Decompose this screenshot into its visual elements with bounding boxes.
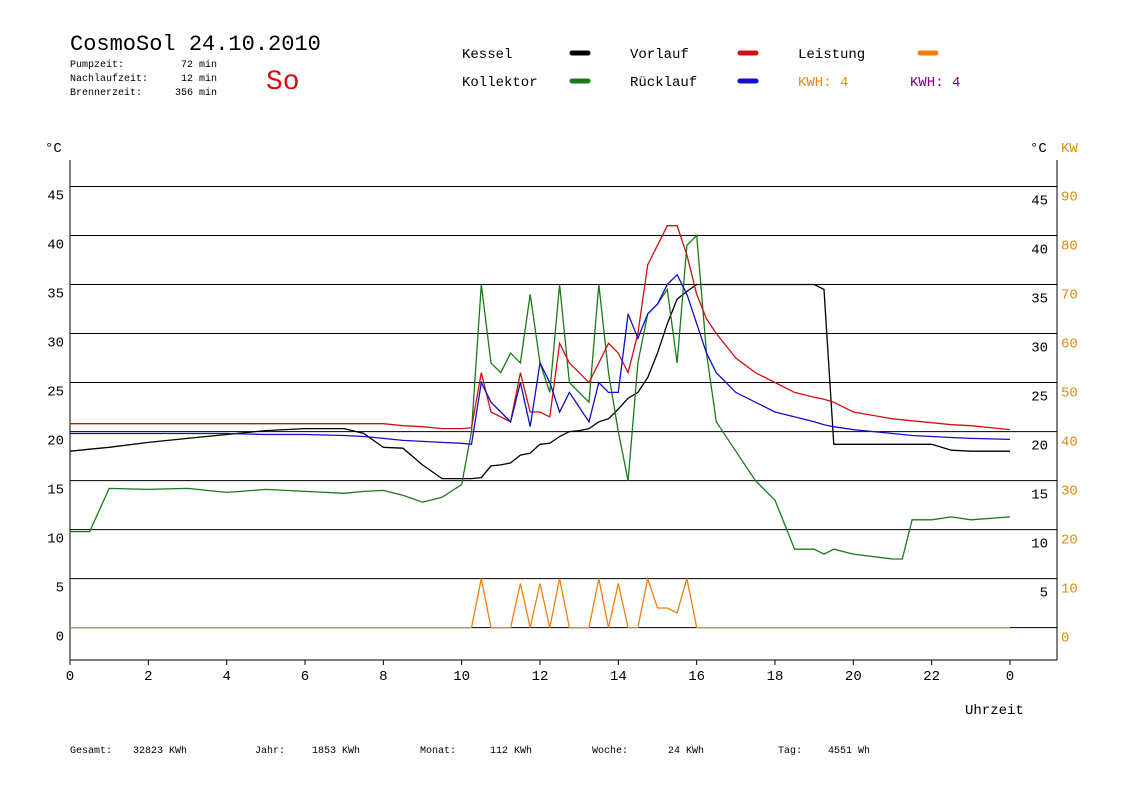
y-tick-label: 25 xyxy=(47,385,64,401)
y2-tick-label: 40 xyxy=(1061,435,1078,451)
series-line xyxy=(70,576,1010,629)
info-value: 356 min xyxy=(175,87,217,99)
series-line xyxy=(70,273,1011,446)
y-tick-label-right: 15 xyxy=(1031,488,1048,504)
y-axis-label-right: °C xyxy=(1030,141,1047,157)
y-tick-label: 0 xyxy=(56,630,64,646)
footer-value: 4551 Wh xyxy=(828,745,870,757)
legend-label: Rücklauf xyxy=(630,75,697,91)
x-tick-label: 2 xyxy=(144,669,152,685)
x-tick-label: 16 xyxy=(688,669,705,685)
info-label: Brennerzeit: xyxy=(70,87,142,99)
y2-axis-label: KW xyxy=(1061,141,1078,157)
y2-tick-label: 10 xyxy=(1061,582,1078,598)
y-tick-label: 30 xyxy=(47,336,64,352)
y-tick-label: 10 xyxy=(47,532,64,548)
y-tick-label-right: 45 xyxy=(1031,193,1048,209)
x-tick-label: 0 xyxy=(1006,669,1014,685)
legend-label: Vorlauf xyxy=(630,47,689,63)
x-tick-label: 22 xyxy=(923,669,940,685)
x-tick-label: 0 xyxy=(66,669,74,685)
x-tick-label: 4 xyxy=(222,669,230,685)
series-line xyxy=(69,283,1010,480)
x-tick-label: 10 xyxy=(453,669,470,685)
y-tick-label: 15 xyxy=(47,483,64,499)
footer-value: 32823 KWh xyxy=(133,745,187,757)
footer-value: 1853 KWh xyxy=(312,745,360,757)
y-tick-label-right: 20 xyxy=(1031,439,1048,455)
x-tick-label: 8 xyxy=(379,669,387,685)
x-tick-label: 6 xyxy=(301,669,309,685)
y-tick-label: 45 xyxy=(47,188,64,204)
info-label: Pumpzeit: xyxy=(70,59,124,71)
y-tick-label-right: 35 xyxy=(1031,292,1048,308)
footer-label: Gesamt: xyxy=(70,746,112,757)
y-tick-label-right: 5 xyxy=(1040,586,1048,602)
x-tick-label: 18 xyxy=(767,669,784,685)
y-tick-label-right: 40 xyxy=(1031,242,1048,258)
legend-label: Leistung xyxy=(798,47,865,63)
day-label: So xyxy=(266,67,300,98)
y-tick-label-right: 30 xyxy=(1031,341,1048,357)
y-axis-label: °C xyxy=(45,141,62,157)
x-tick-label: 20 xyxy=(845,669,862,685)
y-tick-label: 20 xyxy=(47,434,64,450)
y-tick-label: 40 xyxy=(47,237,64,253)
y2-tick-label: 0 xyxy=(1061,631,1069,647)
y2-tick-label: 80 xyxy=(1061,238,1078,254)
y-tick-label-right: 25 xyxy=(1031,390,1048,406)
x-tick-label: 14 xyxy=(610,669,627,685)
x-tick-label: 12 xyxy=(532,669,549,685)
y2-tick-label: 30 xyxy=(1061,484,1078,500)
info-value: 12 min xyxy=(181,73,217,85)
kwh-label: KWH: 4 xyxy=(798,75,848,91)
footer-label: Jahr: xyxy=(255,745,285,757)
x-axis-label: Uhrzeit xyxy=(965,703,1024,719)
legend-label: Kessel xyxy=(462,47,512,63)
series-line xyxy=(70,234,1011,560)
y-tick-label: 35 xyxy=(47,287,64,303)
legend-label: Kollektor xyxy=(462,75,538,91)
y2-tick-label: 90 xyxy=(1061,189,1078,205)
y-tick-label-right: 10 xyxy=(1031,537,1048,553)
info-value: 72 min xyxy=(181,59,217,71)
y2-tick-label: 70 xyxy=(1061,288,1078,304)
info-label: Nachlaufzeit: xyxy=(70,73,148,85)
footer-value: 112 KWh xyxy=(490,745,532,757)
series-line xyxy=(70,225,1011,431)
chart-title: CosmoSol 24.10.2010 xyxy=(70,32,321,57)
footer-label: Woche: xyxy=(592,745,628,757)
y2-tick-label: 20 xyxy=(1061,533,1078,549)
footer-value: 24 KWh xyxy=(668,745,704,757)
footer-label: Monat: xyxy=(420,746,456,757)
footer-label: Tag: xyxy=(778,746,802,757)
kwh-label: KWH: 4 xyxy=(910,75,960,91)
y-tick-label: 5 xyxy=(56,581,64,597)
y2-tick-label: 60 xyxy=(1061,337,1078,353)
y2-tick-label: 50 xyxy=(1061,386,1078,402)
